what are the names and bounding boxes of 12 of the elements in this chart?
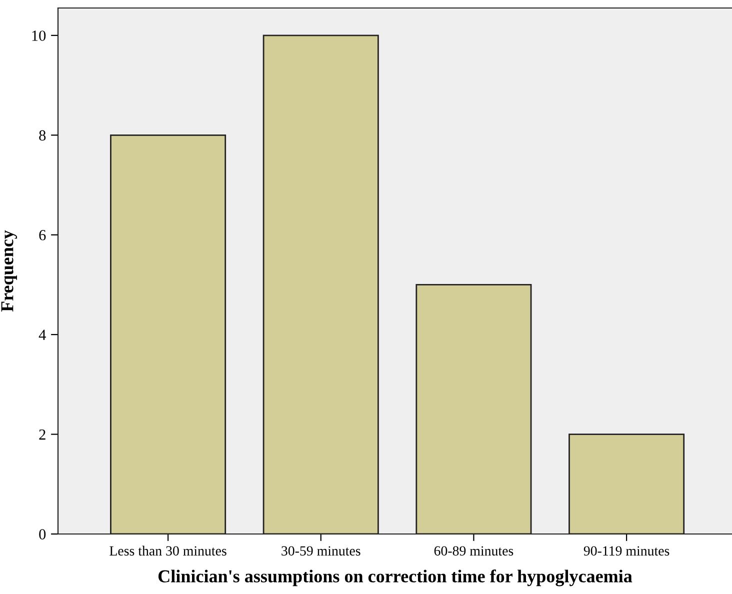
y-tick-label: 8 bbox=[39, 130, 46, 141]
x-tick-label: 60-89 minutes bbox=[434, 546, 514, 556]
x-tick-label: 90-119 minutes bbox=[584, 546, 670, 556]
y-tick-label: 6 bbox=[39, 230, 46, 240]
x-tick-label: 30-59 minutes bbox=[282, 546, 360, 556]
x-tick-label: Less than 30 minutes bbox=[110, 546, 226, 556]
y-tick-label: 2 bbox=[39, 429, 46, 440]
x-axis-title: Clinician's assumptions on correction time for hypoglycaemia bbox=[158, 570, 632, 586]
y-tick-label: 0 bbox=[39, 529, 46, 540]
y-axis-title: Frequency bbox=[1, 230, 18, 312]
y-tick-label: 4 bbox=[38, 330, 46, 340]
y-tick-label: 10 bbox=[32, 30, 46, 41]
